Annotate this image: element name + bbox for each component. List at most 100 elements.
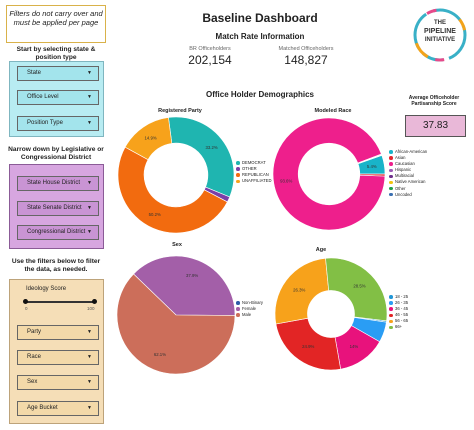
legend-item-multiracial[interactable]: Multiracial [389, 173, 427, 179]
legend-item-native-american[interactable]: Native American [389, 179, 427, 185]
legend-swatch [389, 180, 393, 185]
legend-label: 66+ [395, 324, 403, 330]
district-filter-panel: State House District ▼ State Senate Distr… [9, 164, 104, 249]
party-dropdown[interactable]: Party ▼ [17, 325, 99, 340]
legend-label: REPUBLICAN [242, 172, 269, 178]
legend-item-hispanic[interactable]: Hispanic [389, 167, 427, 173]
legend-swatch [389, 150, 393, 154]
pipeline-initiative-logo: THE PIPELINE INITIATIVE [410, 6, 470, 64]
legend-item-other[interactable]: OTHER [236, 166, 271, 172]
state-dropdown-label: State [27, 70, 42, 76]
legend-label: 18 - 25 [395, 294, 409, 299]
state-house-district-dropdown[interactable]: State House District ▼ [17, 176, 99, 191]
state-senate-district-dropdown-label: State Senate District [27, 205, 82, 211]
chevron-down-icon: ▼ [87, 405, 92, 411]
chart-title-age: Age [315, 247, 327, 253]
legend-item-caucasian[interactable]: Caucasian [389, 161, 427, 167]
slice-democrat[interactable] [168, 116, 235, 198]
chevron-down-icon: ▼ [87, 205, 92, 211]
slice-label-46-55: 24.9% [302, 344, 314, 349]
legend-item-66[interactable]: 66+ [389, 324, 408, 330]
chevron-down-icon: ▼ [87, 180, 92, 186]
race-dropdown[interactable]: Race ▼ [17, 350, 99, 365]
state-dropdown[interactable]: State ▼ [17, 66, 99, 81]
legend-label: Multiracial [395, 173, 414, 179]
legend-label: Asian [395, 155, 406, 161]
legend-swatch [236, 167, 240, 171]
legend-item-african-american[interactable]: African-American [389, 149, 427, 155]
slice-label-56-65: 26.3% [293, 288, 305, 293]
legend-swatch [389, 301, 393, 305]
age-donut-chart: 14% 24.9% 26.3% 28.5% [274, 257, 388, 371]
logo-line-1: THE [434, 20, 446, 26]
position-type-dropdown[interactable]: Position Type ▼ [17, 116, 99, 131]
sex-dropdown-label: Sex [27, 379, 38, 385]
legend-label: Caucasian [395, 161, 415, 167]
slice-66[interactable] [325, 257, 388, 322]
ideology-max-value: 100 [87, 306, 95, 311]
legend-swatch [236, 313, 240, 317]
chart-title-party: Registered Party [158, 108, 202, 114]
position-filter-panel: State ▼ Office Level ▼ Position Type ▼ [9, 61, 104, 137]
partisanship-score-value: 37.83 [405, 115, 466, 137]
ideology-score-label: Ideology Score [26, 286, 67, 292]
legend-swatch [389, 295, 393, 299]
legend-item-republican[interactable]: REPUBLICAN [236, 172, 271, 178]
legend-item-uncoded[interactable]: Uncoded [389, 192, 427, 198]
congressional-district-dropdown[interactable]: Congressional District ▼ [17, 225, 99, 240]
age-bucket-dropdown-label: Age Bucket [27, 405, 58, 411]
chevron-down-icon: ▼ [87, 229, 92, 235]
legend-item-other[interactable]: Other [389, 186, 427, 192]
state-house-district-dropdown-label: State House District [27, 180, 81, 186]
legend-item-36-45[interactable]: 36 - 45 [389, 306, 408, 312]
legend-item-male[interactable]: Male [236, 312, 263, 318]
legend-label: Non-Binary [242, 300, 263, 305]
district-filter-title: Narrow down by Legislative or Congressio… [8, 146, 104, 162]
slice-56-65[interactable] [274, 257, 330, 325]
office-level-dropdown-label: Office Level [27, 94, 59, 100]
state-senate-district-dropdown[interactable]: State Senate District ▼ [17, 201, 99, 216]
legend-swatch [389, 192, 393, 197]
legend-swatch [236, 173, 240, 177]
legend-label: Native American [395, 179, 426, 185]
sex-dropdown[interactable]: Sex ▼ [17, 375, 99, 390]
age-bucket-dropdown[interactable]: Age Bucket ▼ [17, 401, 99, 416]
ideology-min-handle[interactable] [23, 299, 28, 304]
legend-item-female[interactable]: Female [236, 306, 263, 312]
position-type-dropdown-label: Position Type [27, 120, 63, 126]
sex-donut-chart: 37.9% 62.1% [116, 255, 236, 375]
legend-swatch [389, 156, 393, 160]
slice-46-55[interactable] [275, 317, 341, 371]
logo-ring-icon [413, 8, 467, 62]
legend-swatch [389, 313, 393, 318]
office-level-dropdown[interactable]: Office Level ▼ [17, 90, 99, 105]
race-donut-chart: 5.4% 93.6% [272, 117, 386, 231]
legend-label: 46 - 55 [395, 312, 409, 318]
legend-item-46-55[interactable]: 46 - 55 [389, 312, 408, 318]
race-legend: African-American Asian Caucasian Hispanic Mu… [389, 149, 427, 198]
slice-male[interactable] [116, 273, 236, 375]
legend-swatch [236, 307, 240, 311]
legend-label: Other [395, 185, 406, 191]
legend-item-non-binary[interactable]: Non-Binary [236, 300, 263, 306]
slice-label-unaffiliated: 14.9% [145, 135, 157, 140]
slice-republican[interactable] [117, 146, 228, 234]
ideology-score-slider[interactable] [25, 301, 95, 303]
legend-item-unaffiliated[interactable]: UNAFFILIATED [236, 178, 271, 184]
legend-item-56-65[interactable]: 56 - 65 [389, 318, 408, 324]
matched-officeholders-value: 148,827 [284, 53, 328, 67]
slice-unaffiliated[interactable] [124, 117, 173, 161]
page-title: Baseline Dashboard [202, 11, 318, 25]
legend-item-18-25[interactable]: 18 - 25 [389, 294, 408, 300]
slice-caucasian[interactable] [272, 117, 386, 231]
slice-native-american[interactable] [357, 154, 383, 165]
ideology-max-handle[interactable] [92, 299, 97, 304]
br-officeholders-label: BR Officeholders [189, 46, 231, 52]
partisanship-score-label: Average Officeholder Partisanship Score [408, 95, 460, 108]
chevron-down-icon: ▼ [87, 354, 92, 360]
legend-item-asian[interactable]: Asian [389, 155, 427, 161]
legend-item-26-35[interactable]: 26 - 35 [389, 300, 408, 306]
chart-title-sex: Sex [172, 242, 182, 248]
legend-item-democrat[interactable]: DEMOCRAT [236, 160, 271, 166]
slice-female[interactable] [133, 255, 236, 316]
